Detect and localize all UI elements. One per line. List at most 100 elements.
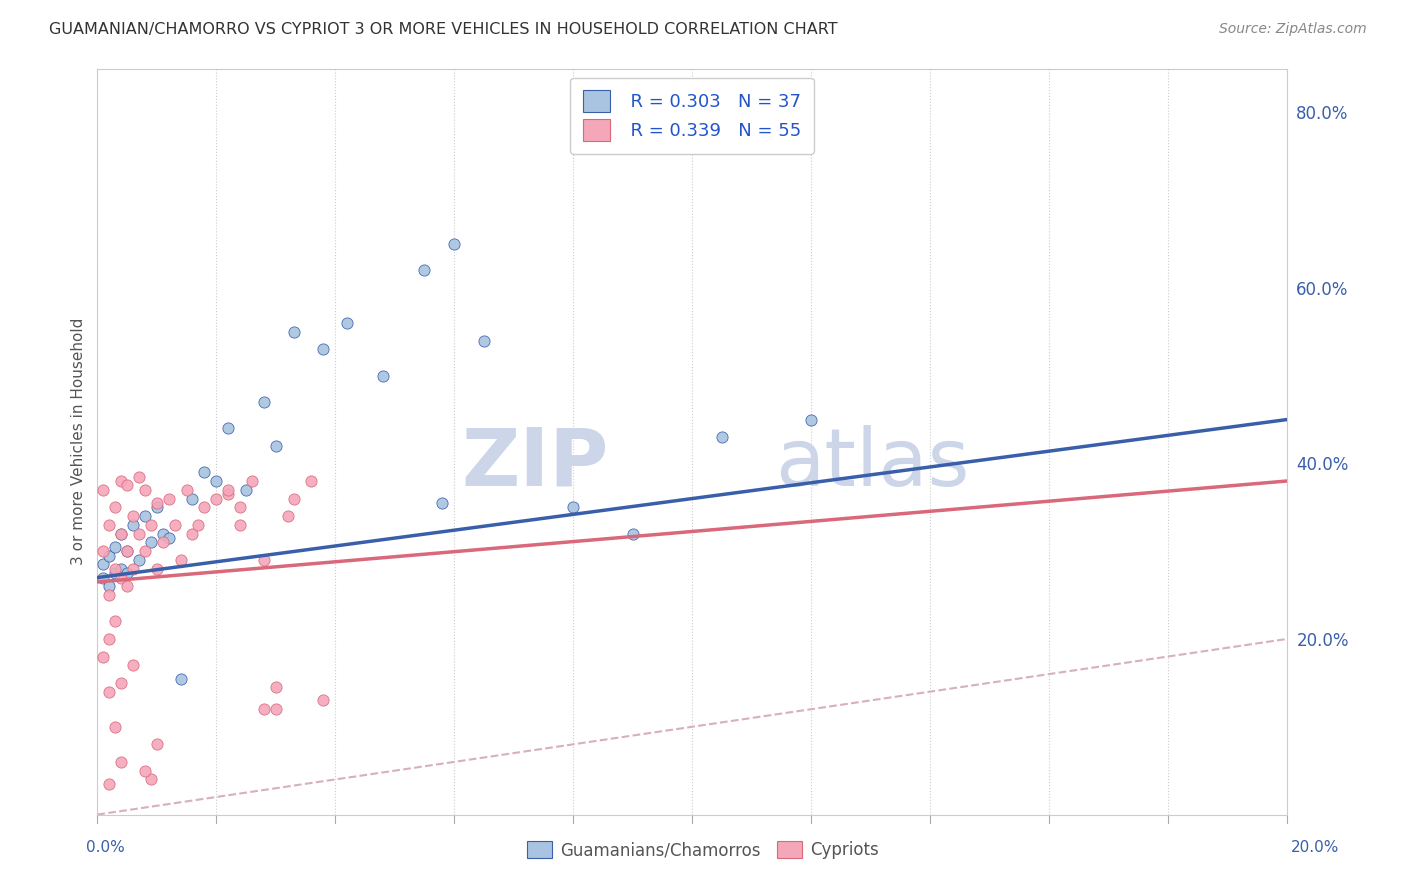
Point [283, 325, 305, 339]
Point [253, 395, 276, 409]
Text: GUAMANIAN/CHAMORRO VS CYPRIOT 3 OR MORE VEHICLES IN HOUSEHOLD CORRELATION CHART: GUAMANIAN/CHAMORRO VS CYPRIOT 3 OR MORE … [49, 22, 838, 37]
Point [104, 562, 127, 576]
Point [104, 720, 127, 734]
Point [98, 684, 121, 698]
Point [91, 571, 114, 585]
Point [152, 526, 174, 541]
Point [91, 483, 114, 497]
Point [110, 526, 132, 541]
Point [371, 368, 394, 383]
Y-axis label: 3 or more Vehicles in Household: 3 or more Vehicles in Household [72, 318, 86, 566]
Point [235, 483, 257, 497]
Point [139, 517, 162, 532]
Point [98, 579, 121, 593]
Point [104, 500, 127, 515]
Point [146, 496, 169, 510]
Point [122, 517, 145, 532]
Point [621, 526, 644, 541]
Point [264, 681, 287, 695]
Point [110, 562, 132, 576]
Point [91, 649, 114, 664]
Point [413, 263, 436, 277]
Text: ZIP: ZIP [461, 425, 609, 503]
Point [253, 553, 276, 567]
Point [169, 553, 191, 567]
Point [115, 544, 138, 558]
Point [110, 676, 132, 690]
Point [110, 526, 132, 541]
Point [217, 421, 239, 435]
Point [229, 500, 252, 515]
Point [193, 500, 215, 515]
Point [134, 483, 156, 497]
Text: atlas: atlas [775, 425, 970, 503]
Text: 0.0%: 0.0% [86, 840, 125, 855]
Point [122, 658, 145, 673]
Point [277, 509, 299, 524]
Point [146, 737, 169, 751]
Point [217, 483, 239, 497]
Point [146, 500, 169, 515]
Point [134, 764, 156, 778]
Point [264, 702, 287, 716]
Point [146, 562, 169, 576]
Point [128, 526, 150, 541]
Point [91, 558, 114, 572]
Point [98, 777, 121, 791]
Point [139, 772, 162, 787]
Point [562, 500, 585, 515]
Point [283, 491, 305, 506]
Text: Source: ZipAtlas.com: Source: ZipAtlas.com [1219, 22, 1367, 37]
Point [152, 535, 174, 549]
Point [104, 615, 127, 629]
Point [98, 632, 121, 646]
Point [98, 549, 121, 563]
Point [312, 343, 335, 357]
Point [176, 483, 198, 497]
Point [187, 517, 209, 532]
Point [472, 334, 495, 348]
Point [91, 544, 114, 558]
Point [264, 439, 287, 453]
Point [104, 566, 127, 581]
Point [139, 535, 162, 549]
Point [110, 474, 132, 488]
Legend: Guamanians/Chamorros, Cypriots: Guamanians/Chamorros, Cypriots [520, 834, 886, 866]
Point [181, 526, 204, 541]
Point [229, 517, 252, 532]
Point [110, 571, 132, 585]
Point [193, 465, 215, 479]
Point [181, 491, 204, 506]
Point [217, 487, 239, 501]
Point [115, 566, 138, 581]
Point [115, 544, 138, 558]
Point [205, 491, 228, 506]
Point [163, 517, 186, 532]
Point [104, 540, 127, 554]
Point [710, 430, 733, 444]
Point [312, 693, 335, 707]
Point [98, 588, 121, 602]
Point [134, 509, 156, 524]
Point [205, 474, 228, 488]
Point [299, 474, 322, 488]
Point [122, 562, 145, 576]
Point [800, 412, 823, 426]
Point [336, 316, 359, 330]
Point [128, 469, 150, 483]
Point [157, 531, 180, 545]
Point [128, 553, 150, 567]
Point [115, 478, 138, 492]
Point [240, 474, 263, 488]
Point [122, 509, 145, 524]
Point [98, 517, 121, 532]
Text: 20.0%: 20.0% [1291, 840, 1339, 855]
Point [169, 672, 191, 686]
Point [115, 579, 138, 593]
Point [443, 237, 465, 252]
Point [253, 702, 276, 716]
Point [432, 496, 454, 510]
Point [134, 544, 156, 558]
Point [157, 491, 180, 506]
Point [110, 755, 132, 769]
